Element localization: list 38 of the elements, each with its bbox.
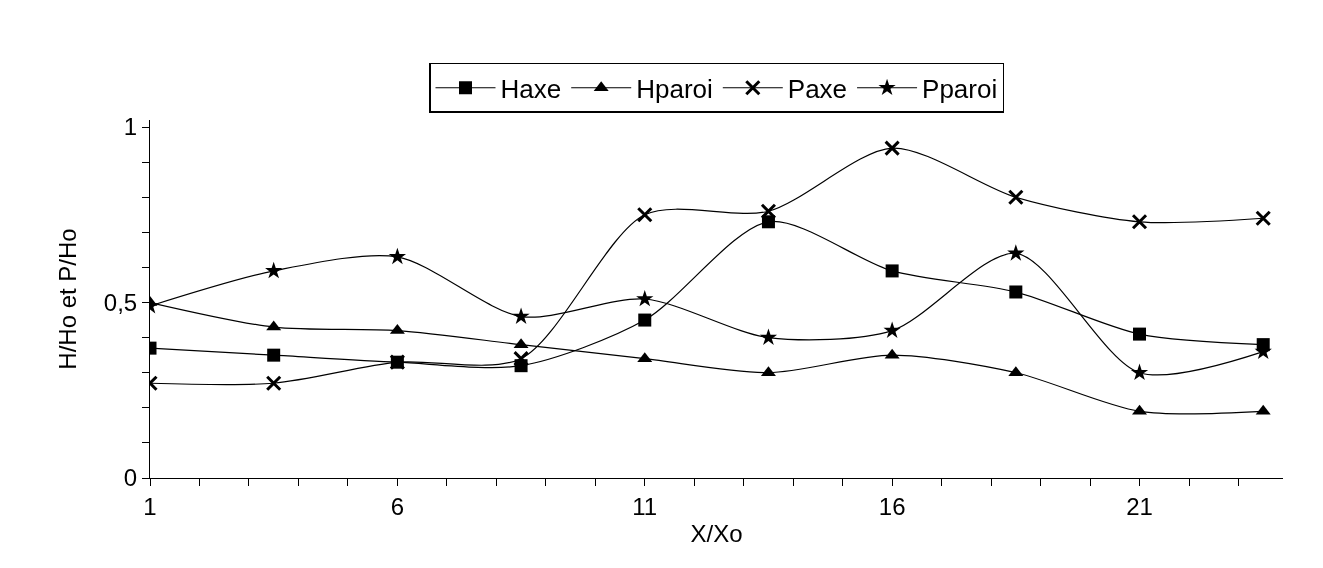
y-tick-label: 0,5	[103, 288, 138, 316]
point	[512, 307, 530, 324]
point	[636, 206, 653, 223]
point	[883, 321, 901, 338]
point	[388, 247, 407, 265]
y-tick-label: 1	[123, 113, 138, 141]
point	[638, 313, 652, 327]
x-tick-label: 11	[632, 492, 658, 520]
x-tick-label: 16	[878, 492, 906, 520]
legend-label: Haxe	[500, 73, 562, 104]
point	[1131, 213, 1148, 230]
point	[265, 375, 282, 392]
y-axis-title: H/Ho et P/Ho	[53, 228, 81, 370]
x-tick-label: 21	[1126, 492, 1153, 520]
legend-label: Paxe	[787, 73, 848, 104]
point	[514, 359, 528, 373]
point	[1255, 210, 1272, 227]
point	[1007, 244, 1025, 261]
point	[1133, 327, 1147, 341]
point	[1130, 363, 1149, 381]
point	[884, 140, 901, 157]
point	[760, 203, 777, 220]
point	[513, 350, 530, 367]
point	[759, 328, 778, 345]
point	[1007, 189, 1024, 206]
y-tick-label: 0	[123, 464, 138, 492]
x-tick-label: 6	[390, 492, 405, 520]
point	[761, 215, 775, 229]
x-tick-label: 1	[143, 492, 157, 520]
point	[267, 348, 281, 362]
point	[1256, 338, 1270, 352]
legend-label: Pparoi	[922, 73, 998, 104]
point	[1009, 285, 1023, 299]
point	[636, 289, 654, 307]
point	[265, 261, 283, 279]
legend-label: Hparoi	[636, 73, 713, 104]
point	[885, 264, 899, 278]
x-axis-title: X/Xo	[690, 520, 743, 548]
